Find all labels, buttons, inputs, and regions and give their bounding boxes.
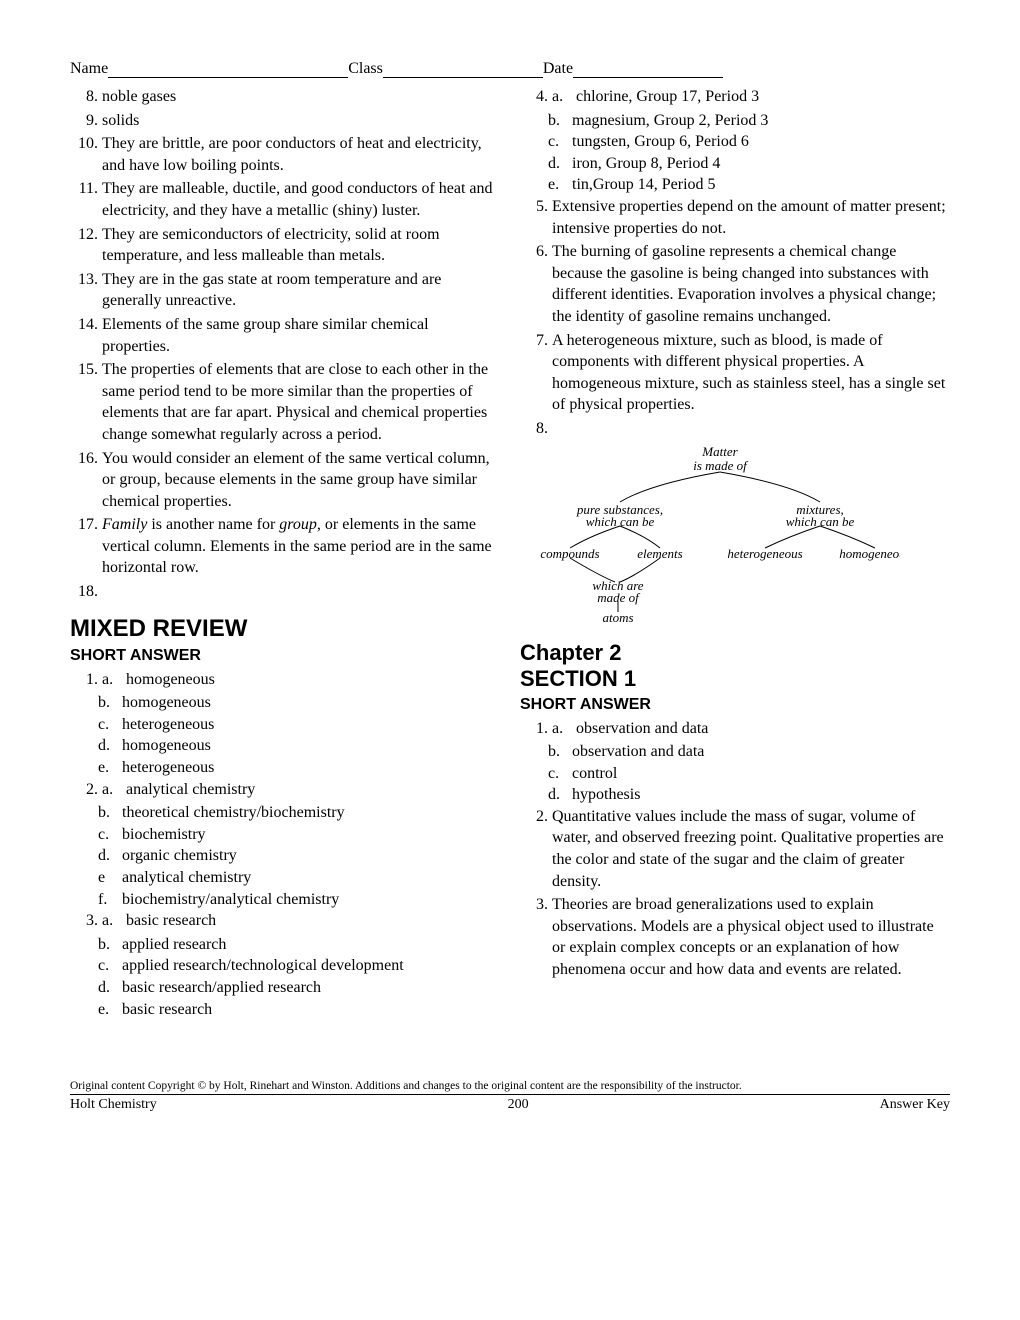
list-item: 17. Family is another name for group, or…	[70, 514, 500, 579]
list-item: b.observation and data	[520, 741, 950, 763]
list-item: 7.A heterogeneous mixture, such as blood…	[520, 330, 950, 416]
short-answer-heading: SHORT ANSWER	[70, 647, 500, 665]
footer-left: Holt Chemistry	[70, 1097, 157, 1113]
list-item: 2.Quantitative values include the mass o…	[520, 806, 950, 892]
diagram-text: is made of	[693, 458, 749, 473]
list-item: d.basic research/applied research	[70, 977, 500, 999]
list-item: 13.They are in the gas state at room tem…	[70, 269, 500, 312]
list-item: c.control	[520, 763, 950, 785]
diagram-text: heterogeneous	[727, 546, 802, 561]
mixed-review-heading: MIXED REVIEW	[70, 615, 500, 643]
list-item: 10.They are brittle, are poor conductors…	[70, 133, 500, 176]
list-item: d.hypothesis	[520, 784, 950, 806]
list-item: 8.noble gases	[70, 86, 500, 108]
matter-diagram: Matter is made of pure substances, which…	[540, 444, 950, 628]
list-item: c.biochemistry	[70, 824, 500, 846]
list-item: 5.Extensive properties depend on the amo…	[520, 196, 950, 239]
footer: Original content Copyright © by Holt, Ri…	[70, 1080, 950, 1113]
list-item: eanalytical chemistry	[70, 867, 500, 889]
list-item: d.homogeneous	[70, 735, 500, 757]
short-answer-heading: SHORT ANSWER	[520, 696, 950, 714]
list-item: 18.	[70, 581, 500, 603]
list-item: c.tungsten, Group 6, Period 6	[520, 131, 950, 153]
list-item: b.theoretical chemistry/biochemistry	[70, 802, 500, 824]
list-item: 2.a.analytical chemistry	[70, 779, 500, 801]
list-item: 1.a.observation and data	[520, 718, 950, 740]
header-line: Name Class Date	[70, 60, 950, 78]
list-item: b.applied research	[70, 934, 500, 956]
list-item: f.biochemistry/analytical chemistry	[70, 889, 500, 911]
class-label: Class	[348, 60, 383, 77]
footer-right: Answer Key	[880, 1097, 950, 1113]
diagram-text: Matter	[701, 444, 738, 459]
diagram-text: which can be	[786, 514, 855, 529]
name-label: Name	[70, 60, 108, 77]
list-item: 6.The burning of gasoline represents a c…	[520, 241, 950, 327]
copyright-text: Original content Copyright © by Holt, Ri…	[70, 1080, 950, 1092]
list-item: c.applied research/technological develop…	[70, 955, 500, 977]
list-item: 4.a.chlorine, Group 17, Period 3	[520, 86, 950, 108]
list-item: d.iron, Group 8, Period 4	[520, 153, 950, 175]
list-item: 15.The properties of elements that are c…	[70, 359, 500, 445]
section-heading: SECTION 1	[520, 666, 950, 692]
list-item: 12.They are semiconductors of electricit…	[70, 224, 500, 267]
right-column: 4.a.chlorine, Group 17, Period 3b.magnes…	[520, 86, 950, 1020]
diagram-text: atoms	[602, 610, 633, 624]
date-label: Date	[543, 60, 573, 77]
list-item: 9.solids	[70, 110, 500, 132]
list-item: b.homogeneous	[70, 692, 500, 714]
diagram-text: compounds	[540, 546, 599, 561]
list-item: 14.Elements of the same group share simi…	[70, 314, 500, 357]
list-item: e.heterogeneous	[70, 757, 500, 779]
list-item: e.basic research	[70, 999, 500, 1021]
list-item: 16.You would consider an element of the …	[70, 448, 500, 513]
diagram-text: which can be	[586, 514, 655, 529]
left-column: 8.noble gases9.solids10.They are brittle…	[70, 86, 500, 1020]
list-item: 3.a.basic research	[70, 910, 500, 932]
diagram-text: elements	[637, 546, 682, 561]
chapter-heading: Chapter 2	[520, 640, 950, 666]
list-item: c.heterogeneous	[70, 714, 500, 736]
list-item: 1.a.homogeneous	[70, 669, 500, 691]
diagram-text: made of	[597, 590, 641, 605]
list-item: d.organic chemistry	[70, 845, 500, 867]
list-item: b.magnesium, Group 2, Period 3	[520, 110, 950, 132]
list-item: e.tin,Group 14, Period 5	[520, 174, 950, 196]
footer-page: 200	[508, 1097, 529, 1113]
diagram-text: homogeneous	[839, 546, 900, 561]
list-item: 8.	[520, 418, 950, 440]
list-item: 11.They are malleable, ductile, and good…	[70, 178, 500, 221]
list-item: 3.Theories are broad generalizations use…	[520, 894, 950, 980]
